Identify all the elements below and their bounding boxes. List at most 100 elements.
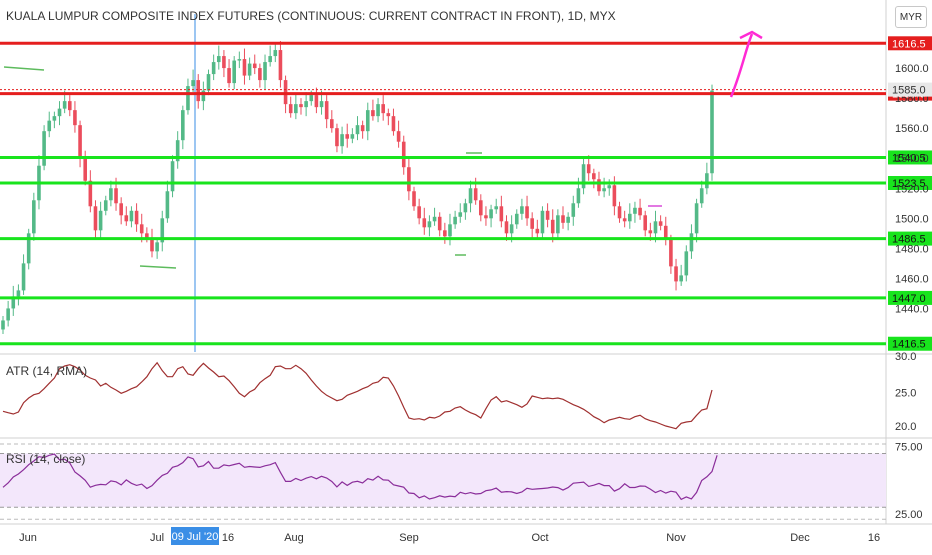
candle-body bbox=[586, 164, 591, 174]
candle-body bbox=[571, 203, 576, 217]
candle-body bbox=[360, 125, 365, 132]
candle-body bbox=[150, 237, 154, 252]
candle-body bbox=[473, 188, 478, 201]
candle-body bbox=[21, 263, 26, 291]
level-label-box bbox=[888, 176, 932, 190]
candle-body bbox=[545, 210, 550, 220]
candle-body bbox=[252, 63, 257, 69]
candle-body bbox=[648, 230, 653, 234]
level-label-text: 1416.5 bbox=[892, 339, 926, 351]
candle-body bbox=[350, 134, 355, 139]
arrow-annotation-head bbox=[739, 30, 763, 40]
candle-body bbox=[283, 80, 288, 105]
candle-body bbox=[160, 218, 165, 243]
candle-body bbox=[371, 110, 375, 117]
candle-body bbox=[514, 213, 519, 225]
candle-body bbox=[530, 218, 534, 229]
candle-body bbox=[427, 221, 432, 228]
rsi-tick-label: 25.00 bbox=[895, 509, 923, 521]
candle-body bbox=[489, 209, 493, 219]
candle-body bbox=[422, 218, 427, 228]
candle-body bbox=[376, 104, 380, 117]
candle-body bbox=[663, 225, 668, 240]
candle-body bbox=[109, 188, 113, 201]
time-tick-label: 16 bbox=[868, 532, 880, 544]
candle-body bbox=[124, 215, 129, 222]
candle-body bbox=[540, 210, 545, 234]
candle-body bbox=[175, 140, 180, 162]
level-label-box bbox=[888, 290, 932, 305]
level-label: 1447.0 bbox=[888, 290, 932, 305]
candle-body bbox=[355, 125, 360, 135]
candle-body bbox=[437, 216, 442, 231]
candle-body bbox=[88, 180, 93, 207]
candle-body bbox=[242, 59, 247, 76]
level-label-box bbox=[888, 150, 932, 165]
candle-body bbox=[52, 116, 57, 121]
candle-body bbox=[319, 101, 324, 108]
candle-body bbox=[165, 191, 170, 219]
candle-body bbox=[222, 56, 226, 69]
last-price-box bbox=[888, 82, 932, 97]
atr-tick-label: 25.0 bbox=[895, 388, 916, 400]
level-label: 1486.5 bbox=[888, 231, 932, 246]
candles-group bbox=[1, 41, 714, 334]
candle-body bbox=[16, 290, 21, 297]
candle-body bbox=[602, 188, 606, 192]
rsi-tick-label: 75.00 bbox=[895, 442, 923, 454]
candle-body bbox=[211, 62, 216, 75]
candle-body bbox=[247, 63, 252, 76]
candle-body bbox=[78, 125, 82, 159]
price-tick-label: 1500.0 bbox=[895, 213, 929, 225]
candle-body bbox=[453, 216, 457, 225]
level-label: 1523.5 bbox=[888, 176, 932, 190]
candle-body bbox=[463, 203, 468, 213]
candle-body bbox=[345, 134, 350, 139]
candle-body bbox=[237, 59, 242, 61]
candle-body bbox=[612, 185, 617, 207]
candle-body bbox=[638, 207, 642, 216]
candle-body bbox=[309, 95, 314, 102]
price-tick-label: 1560.0 bbox=[895, 123, 929, 135]
level-label-box bbox=[888, 231, 932, 246]
candle-body bbox=[407, 167, 411, 192]
atr-line bbox=[2, 361, 713, 430]
candle-body bbox=[119, 203, 123, 216]
candle-body bbox=[299, 104, 303, 108]
candle-body bbox=[335, 128, 339, 147]
candle-body bbox=[633, 207, 637, 214]
crosshair-date-label: 09 Jul '20 bbox=[172, 531, 219, 543]
candle-body bbox=[484, 215, 488, 219]
candle-body bbox=[288, 104, 293, 114]
candle-body bbox=[227, 68, 231, 84]
time-tick-label: Dec bbox=[790, 532, 810, 544]
candle-body bbox=[509, 224, 514, 234]
candle-body bbox=[273, 50, 278, 57]
candle-body bbox=[694, 203, 699, 234]
candle-body bbox=[699, 188, 704, 204]
time-tick-label: Sep bbox=[399, 532, 419, 544]
candle-body bbox=[381, 104, 385, 114]
time-tick-label: Aug bbox=[284, 532, 304, 544]
rsi-band bbox=[0, 453, 886, 508]
level-label-text: 1486.5 bbox=[892, 234, 926, 246]
candle-body bbox=[520, 206, 524, 214]
candle-body bbox=[181, 110, 185, 141]
candle-body bbox=[550, 219, 555, 234]
candle-body bbox=[643, 215, 648, 231]
candle-body bbox=[443, 230, 447, 237]
candle-body bbox=[576, 188, 581, 204]
currency-button[interactable]: MYR bbox=[895, 6, 927, 28]
candle-body bbox=[653, 221, 658, 234]
candle-body bbox=[42, 131, 46, 166]
candle-body bbox=[669, 239, 673, 267]
candle-body bbox=[607, 185, 612, 189]
candle-body bbox=[304, 101, 308, 108]
level-label: 1616.5 bbox=[888, 36, 932, 51]
candle-body bbox=[62, 101, 67, 109]
level-label-text: 1616.5 bbox=[892, 38, 926, 50]
candle-body bbox=[278, 50, 283, 81]
candle-body bbox=[689, 233, 694, 252]
